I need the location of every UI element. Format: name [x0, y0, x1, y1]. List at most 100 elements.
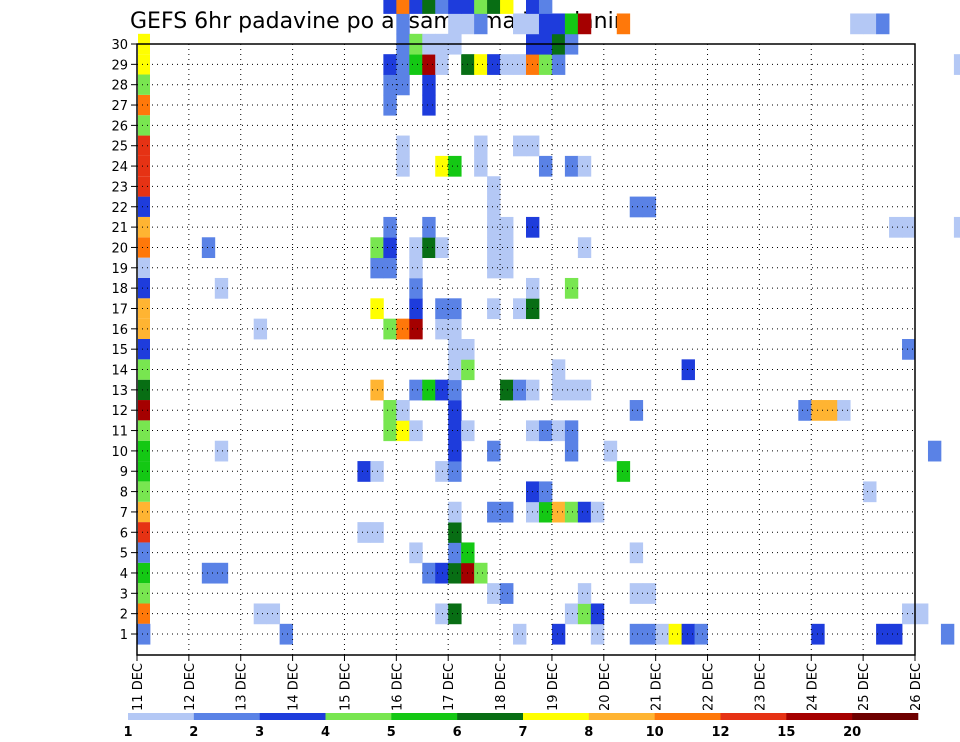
ensemble-column-cell	[138, 420, 150, 441]
heatmap-cell	[538, 54, 553, 75]
heatmap-cell	[448, 400, 462, 421]
heatmap-cell	[383, 257, 397, 279]
heatmap-cell	[435, 562, 449, 584]
y-tick-label: 6	[120, 526, 128, 541]
heatmap-cell	[564, 277, 579, 299]
legend-color-swatch	[786, 713, 853, 720]
ensemble-column-cell	[138, 440, 150, 462]
heatmap-cell	[422, 237, 436, 259]
heatmap-cell	[383, 420, 397, 442]
legend-color-swatch	[128, 713, 195, 720]
heatmap-cell	[629, 583, 644, 604]
heatmap-cell	[448, 420, 462, 442]
heatmap-cell	[396, 318, 410, 340]
ensemble-column-cell	[138, 135, 150, 156]
heatmap-cell	[448, 0, 462, 14]
legend-label: 8	[584, 725, 593, 740]
heatmap-cell	[629, 542, 644, 564]
x-axis: 11 DEC 12 DEC 13 DEC 14 DEC 15 DEC 16 DEC 17 D…	[131, 655, 924, 711]
heatmap-cell	[513, 623, 527, 645]
heatmap-cell	[500, 583, 514, 604]
heatmap-cell	[383, 94, 397, 116]
y-tick-label: 13	[111, 384, 128, 399]
ensemble-column-cell	[138, 379, 150, 401]
heatmap-cell	[863, 13, 877, 35]
ensemble-column-cell	[138, 155, 150, 177]
x-tick-label: 17 DEC	[442, 663, 457, 711]
heatmap-cell	[409, 257, 423, 279]
legend-label: 6	[453, 725, 462, 740]
heatmap-cell	[564, 603, 579, 625]
heatmap-cell	[526, 0, 540, 14]
y-tick-label: 7	[120, 506, 128, 521]
heatmap-cell	[513, 135, 527, 157]
heatmap-cell	[409, 379, 423, 401]
y-tick-label: 23	[111, 180, 128, 195]
heatmap-cell	[253, 603, 268, 625]
heatmap-cell	[915, 603, 929, 625]
heatmap-cell	[876, 13, 890, 35]
heatmap-cell	[461, 13, 475, 35]
y-tick-label: 22	[111, 201, 128, 216]
heatmap-cell	[902, 339, 916, 360]
heatmap-cell	[500, 257, 514, 279]
heatmap-cell	[396, 13, 410, 35]
heatmap-cell	[538, 155, 553, 177]
heatmap-cell	[538, 13, 553, 35]
ensemble-column-cell	[138, 257, 150, 278]
heatmap-cell	[837, 400, 851, 421]
heatmap-cell	[551, 501, 566, 523]
ensemble-column-cell	[138, 339, 150, 360]
x-tick-label: 24 DEC	[805, 663, 820, 711]
heatmap-cell	[487, 583, 501, 604]
heatmap-cell	[487, 501, 501, 523]
heatmap-cell	[435, 461, 449, 482]
y-tick-label: 25	[111, 140, 128, 155]
heatmap-cell	[526, 13, 540, 35]
x-tick-label: 25 DEC	[857, 663, 872, 711]
x-tick-label: 14 DEC	[287, 663, 302, 711]
y-tick-label: 24	[111, 160, 128, 175]
y-tick-label: 30	[111, 38, 128, 53]
ensemble-column-cell	[138, 583, 150, 604]
heatmap-cell	[409, 237, 423, 259]
heatmap-cell	[448, 339, 462, 360]
legend-color-swatch	[325, 713, 392, 720]
y-tick-label: 15	[111, 343, 128, 358]
heatmap-cell	[474, 562, 488, 584]
x-tick-label: 21 DEC	[650, 663, 665, 711]
heatmap-cell	[422, 562, 436, 584]
ensemble-column-cell	[138, 522, 150, 543]
legend-label: 10	[646, 725, 664, 740]
heatmap-cell	[266, 603, 281, 625]
heatmap-cell	[474, 0, 488, 14]
heatmap-cell	[629, 196, 644, 218]
heatmap-cell	[448, 461, 462, 482]
legend-color-swatch	[523, 713, 590, 720]
heatmap-cells	[137, 0, 960, 645]
heatmap-cell	[435, 0, 449, 14]
heatmap-cell	[616, 13, 631, 35]
heatmap-cell	[577, 583, 592, 604]
x-tick-label: 23 DEC	[753, 663, 768, 711]
ensemble-column-cell	[138, 196, 150, 217]
heatmap-cell	[357, 461, 371, 482]
y-tick-label: 4	[120, 567, 128, 582]
legend-label: 5	[387, 725, 396, 740]
heatmap-cell	[201, 562, 216, 584]
heatmap-cell	[577, 155, 592, 177]
heatmap-cell	[435, 318, 449, 340]
heatmap-cell	[435, 237, 449, 259]
heatmap-cell	[396, 400, 410, 421]
heatmap-cell	[564, 155, 579, 177]
ensemble-column-cell	[138, 94, 150, 116]
heatmap-cell	[889, 623, 903, 645]
heatmap-cell	[396, 155, 410, 177]
x-tick-label: 12 DEC	[183, 663, 198, 711]
y-tick-label: 21	[111, 221, 128, 236]
heatmap-cell	[474, 13, 488, 35]
heatmap-cell	[577, 501, 592, 523]
heatmap-cell	[564, 420, 579, 442]
heatmap-cell	[940, 623, 955, 645]
heatmap-cell	[448, 318, 462, 340]
